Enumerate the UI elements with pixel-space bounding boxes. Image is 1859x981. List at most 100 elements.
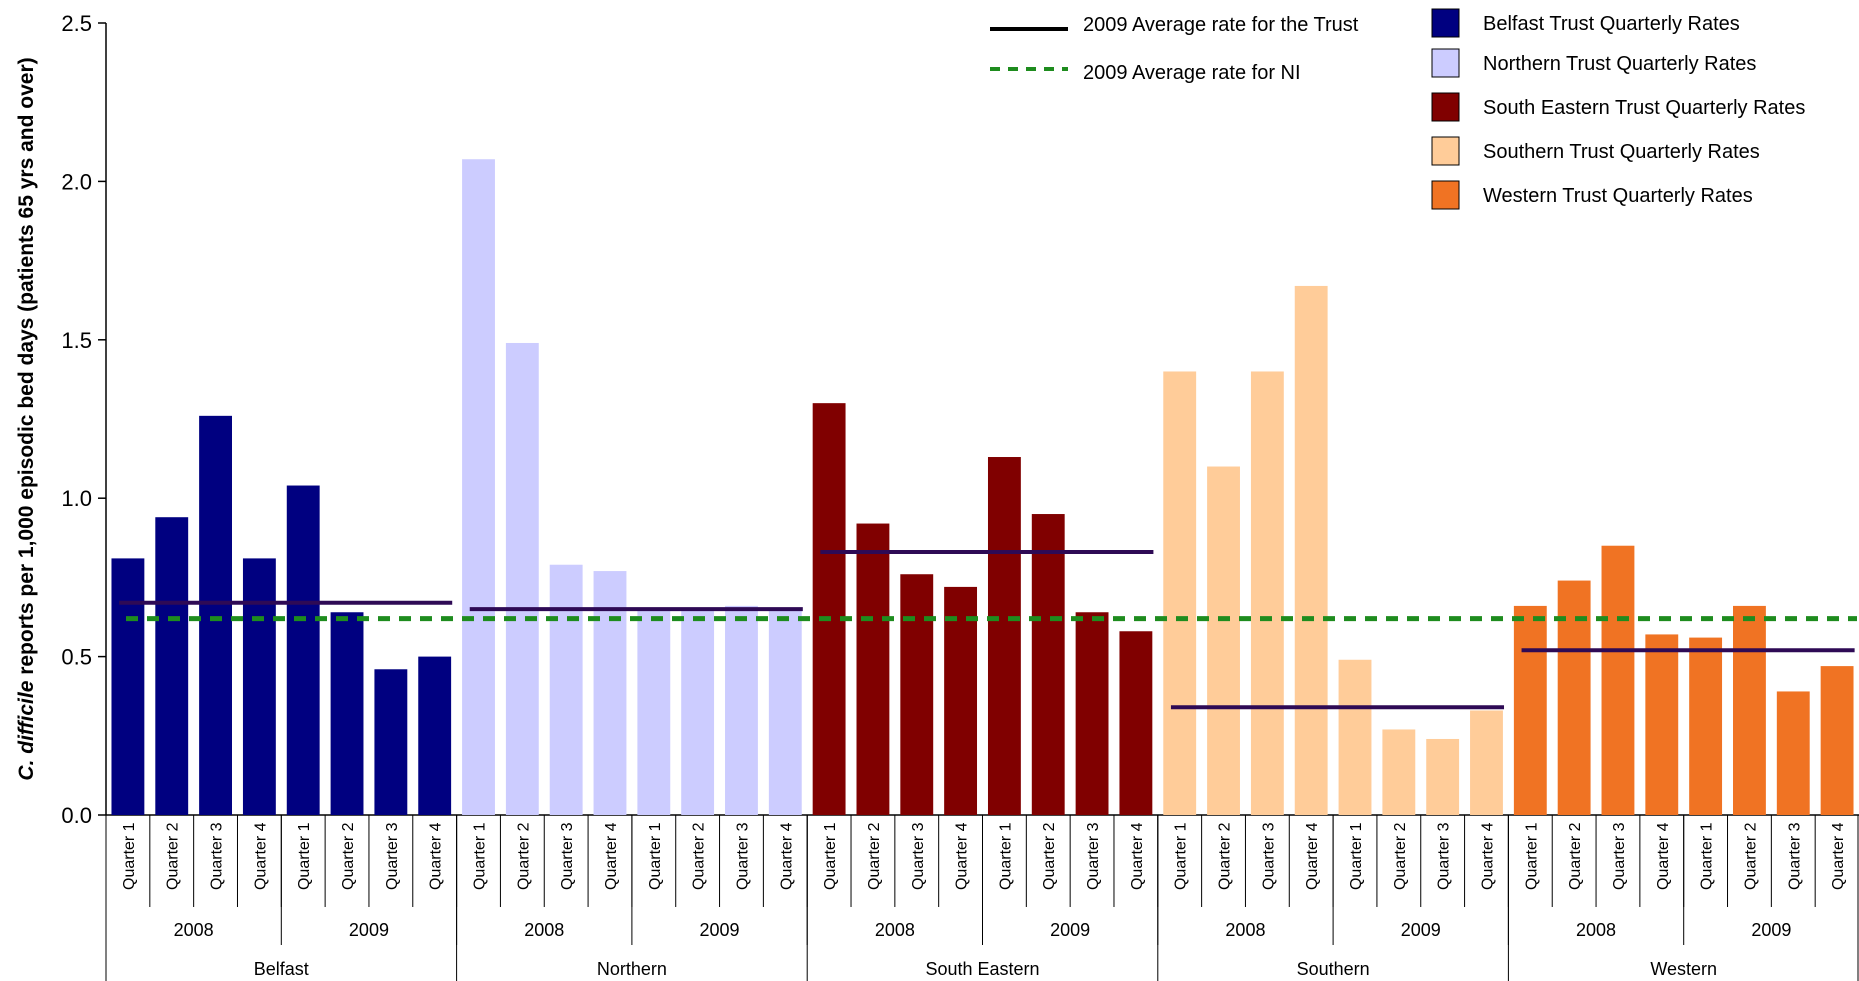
y-axis-label-italic: C. difficile xyxy=(15,680,38,780)
legend-label-belfast: Belfast Trust Quarterly Rates xyxy=(1483,13,1740,35)
x-tick-label-year: 2009 xyxy=(1050,920,1090,940)
legend-trust-average-label: 2009 Average rate for the Trust xyxy=(1083,14,1359,36)
bar-southern-2008-q1 xyxy=(1163,371,1197,815)
x-tick-label-quarter: Quarter 1 xyxy=(1523,822,1540,890)
bar-south-eastern-2008-q2 xyxy=(856,523,890,815)
bar-southern-2009-q3 xyxy=(1426,738,1460,815)
bar-belfast-2008-q3 xyxy=(199,415,232,815)
x-tick-label-quarter: Quarter 3 xyxy=(1085,822,1102,890)
x-tick-label-quarter: Quarter 2 xyxy=(165,822,182,890)
y-tick-label: 2.5 xyxy=(61,11,92,36)
x-tick-label-quarter: Quarter 2 xyxy=(866,822,883,890)
x-tick-label-quarter: Quarter 1 xyxy=(997,822,1014,890)
bar-northern-2008-q4 xyxy=(593,571,627,815)
x-tick-label-year: 2008 xyxy=(174,920,214,940)
x-tick-label-quarter: Quarter 2 xyxy=(1041,822,1058,890)
bar-northern-2009-q4 xyxy=(768,609,802,815)
x-tick-label-quarter: Quarter 1 xyxy=(296,822,313,890)
x-tick-label-quarter: Quarter 1 xyxy=(1173,822,1190,890)
bar-belfast-2008-q4 xyxy=(242,558,276,815)
x-tick-label-quarter: Quarter 1 xyxy=(822,822,839,890)
bar-southern-2009-q2 xyxy=(1382,729,1416,815)
legend-ni-average-label: 2009 Average rate for NI xyxy=(1083,62,1301,84)
legend-swatch-southern xyxy=(1431,136,1460,166)
x-tick-label-quarter: Quarter 2 xyxy=(691,822,708,890)
x-tick-label-quarter: Quarter 3 xyxy=(384,822,401,890)
x-tick-label-trust: South Eastern xyxy=(925,959,1039,979)
bar-northern-2009-q3 xyxy=(725,605,758,815)
x-tick-label-quarter: Quarter 1 xyxy=(121,822,138,890)
bar-northern-2009-q2 xyxy=(681,609,715,815)
bar-southern-2009-q1 xyxy=(1338,659,1372,815)
bar-south-eastern-2009-q4 xyxy=(1119,631,1153,815)
x-tick-label-quarter: Quarter 2 xyxy=(1392,822,1409,890)
y-tick-label: 1.5 xyxy=(61,328,92,353)
x-tick-label-year: 2009 xyxy=(1751,920,1791,940)
bar-western-2008-q2 xyxy=(1557,580,1591,815)
bar-south-eastern-2008-q4 xyxy=(944,586,978,815)
x-tick-label-quarter: Quarter 4 xyxy=(1479,822,1496,890)
bar-northern-2009-q1 xyxy=(637,609,671,815)
bar-south-eastern-2008-q3 xyxy=(900,574,934,815)
legend-swatch-western xyxy=(1431,180,1460,210)
bar-belfast-2008-q1 xyxy=(111,558,145,815)
legend-label-southern: Southern Trust Quarterly Rates xyxy=(1483,141,1760,163)
x-tick-label-quarter: Quarter 4 xyxy=(428,822,445,890)
average-lines-group xyxy=(119,550,1857,710)
bars-group xyxy=(111,159,1854,816)
legend-swatch-south-eastern xyxy=(1431,92,1460,122)
x-tick-label-trust: Western xyxy=(1650,959,1717,979)
x-tick-label-year: 2008 xyxy=(1225,920,1265,940)
x-tick-label-quarter: Quarter 4 xyxy=(954,822,971,890)
bar-belfast-2008-q2 xyxy=(155,517,189,815)
bar-south-eastern-2008-q1 xyxy=(812,403,846,815)
y-tick-label: 1.0 xyxy=(61,486,92,511)
bar-western-2008-q3 xyxy=(1601,545,1635,815)
x-tick-label-quarter: Quarter 2 xyxy=(1217,822,1234,890)
x-tick-label-quarter: Quarter 3 xyxy=(1786,822,1803,890)
bar-western-2009-q3 xyxy=(1776,691,1810,815)
x-tick-label-quarter: Quarter 3 xyxy=(1436,822,1453,890)
bar-belfast-2009-q3 xyxy=(374,669,408,815)
x-tick-label-year: 2008 xyxy=(875,920,915,940)
bar-southern-2009-q4 xyxy=(1470,710,1503,815)
x-tick-label-quarter: Quarter 1 xyxy=(647,822,664,890)
x-tick-label-quarter: Quarter 4 xyxy=(1830,822,1847,890)
y-tick-label: 0.5 xyxy=(61,645,92,670)
bar-southern-2008-q3 xyxy=(1250,371,1284,815)
x-tick-label-year: 2008 xyxy=(1576,920,1616,940)
legend-label-western: Western Trust Quarterly Rates xyxy=(1483,185,1753,207)
bar-western-2009-q4 xyxy=(1820,666,1854,815)
bar-southern-2008-q2 xyxy=(1207,466,1240,815)
x-tick-label-quarter: Quarter 3 xyxy=(910,822,927,890)
x-tick-label-quarter: Quarter 4 xyxy=(1655,822,1672,890)
y-tick-label: 2.0 xyxy=(61,169,92,194)
bar-belfast-2009-q4 xyxy=(418,656,452,815)
x-tick-label-quarter: Quarter 4 xyxy=(778,822,795,890)
bar-western-2009-q1 xyxy=(1689,637,1723,815)
x-tick-label-quarter: Quarter 3 xyxy=(1260,822,1277,890)
x-axis-labels-group: Quarter 1 Quarter 2 Quarter 3 Quarter 4 Quar… xyxy=(105,815,1859,981)
bar-south-eastern-2009-q2 xyxy=(1031,514,1065,815)
x-tick-label-quarter: Quarter 4 xyxy=(1129,822,1146,890)
x-tick-label-quarter: Quarter 2 xyxy=(1742,822,1759,890)
x-tick-label-year: 2008 xyxy=(524,920,564,940)
x-tick-label-quarter: Quarter 4 xyxy=(603,822,620,890)
y-tick-label: 0.0 xyxy=(61,803,92,828)
bar-northern-2008-q2 xyxy=(505,342,539,815)
x-tick-label-year: 2009 xyxy=(1401,920,1441,940)
bar-southern-2008-q4 xyxy=(1294,285,1328,816)
bar-south-eastern-2009-q1 xyxy=(987,457,1021,815)
x-tick-label-quarter: Quarter 3 xyxy=(1611,822,1628,890)
legend-swatch-northern xyxy=(1431,48,1460,78)
x-tick-label-quarter: Quarter 3 xyxy=(559,822,576,890)
legend-swatch-belfast xyxy=(1431,8,1460,38)
x-tick-label-quarter: Quarter 4 xyxy=(252,822,269,890)
x-tick-label-quarter: Quarter 2 xyxy=(1567,822,1584,890)
y-axis-label-group: C. difficile reports per 1,000 episodic … xyxy=(15,57,38,780)
x-tick-label-trust: Northern xyxy=(597,959,667,979)
x-tick-label-trust: Belfast xyxy=(254,959,309,979)
x-tick-label-year: 2009 xyxy=(700,920,740,940)
x-tick-label-quarter: Quarter 3 xyxy=(734,822,751,890)
x-tick-label-quarter: Quarter 2 xyxy=(515,822,532,890)
